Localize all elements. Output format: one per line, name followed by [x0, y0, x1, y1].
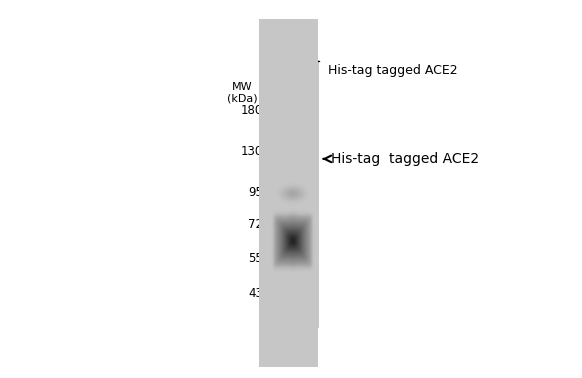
Text: 180: 180 [241, 104, 263, 117]
Text: 55: 55 [249, 252, 263, 265]
Bar [274, 60, 318, 328]
Text: His-tag tagged ACE2: His-tag tagged ACE2 [328, 64, 457, 77]
Text: 130: 130 [241, 145, 263, 158]
Text: MW
(kDa): MW (kDa) [226, 82, 257, 103]
Text: 293T: 293T [281, 43, 312, 56]
Text: 43: 43 [248, 287, 263, 300]
Text: +: + [297, 64, 308, 77]
Text: 95: 95 [248, 186, 263, 199]
Text: 72: 72 [248, 218, 263, 231]
Text: -: - [279, 64, 283, 77]
Text: His-tag  tagged ACE2: His-tag tagged ACE2 [331, 152, 480, 166]
